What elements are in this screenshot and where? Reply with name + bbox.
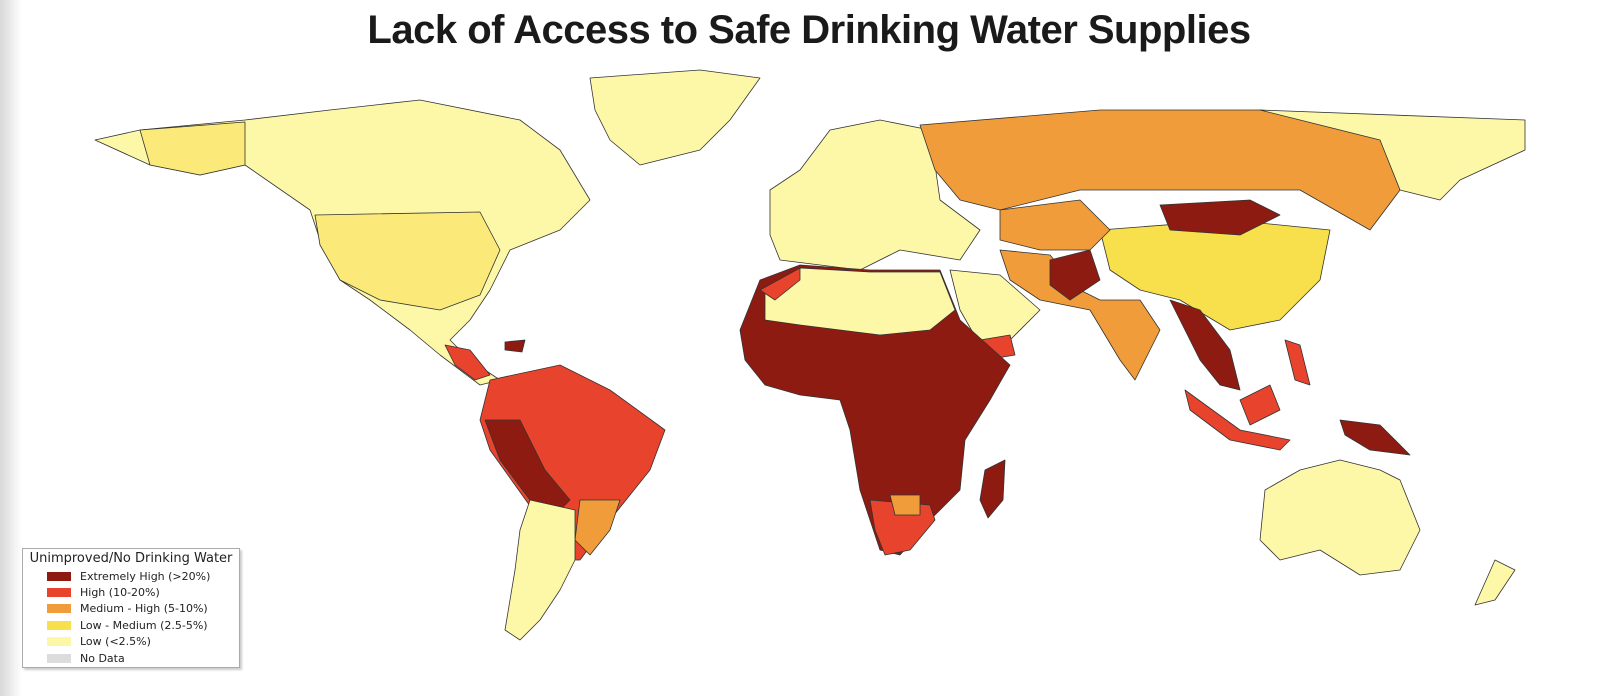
land	[739, 264, 1011, 556]
land	[1259, 109, 1526, 201]
legend-swatch	[47, 571, 71, 581]
land	[589, 69, 761, 166]
land	[1259, 459, 1421, 576]
land	[1239, 384, 1281, 426]
land	[999, 199, 1111, 251]
land	[574, 499, 621, 556]
legend-item: Low - Medium (2.5-5%)	[23, 617, 239, 633]
land	[1049, 249, 1101, 301]
legend-item: High (10-20%)	[23, 584, 239, 600]
land	[444, 344, 491, 381]
legend: Unimproved/No Drinking Water Extremely H…	[22, 548, 240, 668]
land	[979, 459, 1006, 519]
land	[1184, 389, 1291, 451]
edge-shadow	[0, 0, 22, 696]
land	[139, 121, 246, 176]
land	[314, 211, 501, 311]
land	[484, 419, 571, 511]
land	[759, 267, 801, 301]
land	[919, 109, 1401, 231]
land	[504, 339, 526, 353]
land	[1169, 299, 1241, 391]
land	[1159, 199, 1281, 236]
legend-swatch	[47, 604, 71, 614]
land	[889, 494, 921, 516]
legend-label: No Data	[80, 651, 125, 665]
legend-swatch	[47, 620, 71, 630]
legend-label: Extremely High (>20%)	[80, 569, 211, 583]
land	[1099, 219, 1331, 331]
legend-swatch	[47, 653, 71, 663]
map-title: Lack of Access to Safe Drinking Water Su…	[367, 8, 1251, 52]
legend-label: High (10-20%)	[80, 586, 160, 600]
land	[1474, 559, 1516, 606]
land	[504, 499, 576, 641]
legend-item: Low (<2.5%)	[23, 634, 239, 650]
land	[1284, 339, 1311, 386]
legend-item: Medium - High (5-10%)	[23, 601, 239, 617]
legend-label: Medium - High (5-10%)	[80, 602, 208, 616]
legend-title: Unimproved/No Drinking Water	[29, 551, 233, 566]
land	[1339, 419, 1411, 456]
land	[764, 267, 956, 336]
legend-label: Low (<2.5%)	[80, 635, 151, 649]
legend-swatch	[47, 637, 71, 647]
legend-swatch	[47, 588, 71, 598]
land	[769, 119, 981, 271]
legend-label: Low - Medium (2.5-5%)	[80, 618, 208, 632]
legend-item: No Data	[23, 650, 239, 666]
legend-item: Extremely High (>20%)	[23, 568, 239, 584]
